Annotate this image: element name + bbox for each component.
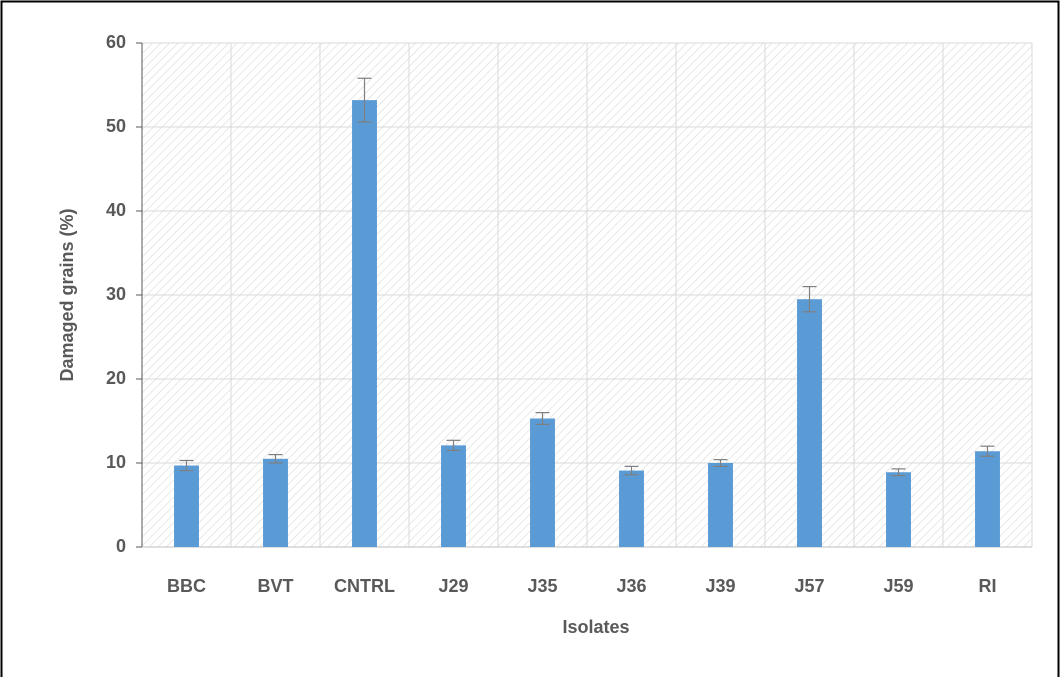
bar [263,458,288,547]
bar [174,465,199,547]
bar [797,299,822,547]
bar [886,472,911,547]
x-tick-label: J59 [883,576,913,596]
x-tick-label: J39 [705,576,735,596]
y-axis-label: Damaged grains (%) [57,208,77,381]
x-tick-label: J35 [527,576,557,596]
y-tick-label: 50 [106,116,126,136]
x-tick-label: CNTRL [334,576,395,596]
bar [975,451,1000,547]
x-axis-label: Isolates [562,617,629,637]
x-tick-label: J29 [438,576,468,596]
x-tick-label: J36 [616,576,646,596]
y-tick-label: 40 [106,200,126,220]
y-tick-label: 20 [106,368,126,388]
y-tick-label: 60 [106,32,126,52]
x-tick-label: BVT [258,576,294,596]
bar [441,445,466,547]
x-tick-label: J57 [794,576,824,596]
x-tick-label: BBC [167,576,206,596]
bar [530,418,555,547]
bar [708,463,733,547]
y-tick-label: 10 [106,452,126,472]
bar [619,470,644,547]
bar [352,100,377,548]
x-tick-label: RI [979,576,997,596]
y-tick-label: 30 [106,284,126,304]
y-tick-label: 0 [116,536,126,556]
